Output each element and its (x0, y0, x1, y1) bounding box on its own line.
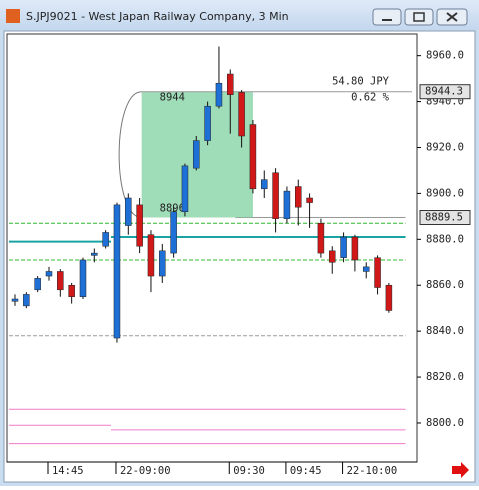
price-marker-label: 8889.5 (425, 212, 463, 224)
price-marker-box (419, 210, 471, 226)
maximize-icon (413, 12, 425, 22)
candle-body (374, 257, 381, 288)
app-icon (6, 9, 20, 23)
measure-arc (118, 91, 142, 219)
window-title: S.JPJ9021 - West Japan Railway Company, … (26, 10, 289, 23)
candle-body (227, 73, 234, 95)
candle-body (306, 197, 313, 203)
candle-body (340, 236, 347, 258)
candle-body (181, 165, 189, 213)
y-tick-label: 8960.0 (426, 50, 464, 62)
y-tick-label: 8920.0 (426, 141, 464, 153)
y-tick-label: 8800.0 (426, 417, 464, 429)
candle-body (317, 222, 325, 254)
candle-body (91, 252, 98, 256)
y-tick-label: 8880.0 (426, 233, 464, 245)
close-icon (446, 12, 458, 22)
candle-body (215, 82, 223, 107)
candle-body (68, 284, 75, 297)
candle-body (125, 197, 132, 226)
candle-body (249, 124, 257, 190)
y-tick-label: 8900.0 (426, 187, 464, 199)
candle-body (272, 172, 279, 219)
measure-bottom-label: 8896 (160, 203, 185, 215)
candle-body (147, 234, 155, 277)
measure-change: 54.80 JPY (332, 76, 390, 88)
measure-top-label: 8944 (160, 92, 185, 104)
candle-body (328, 250, 336, 263)
candle-body (295, 186, 302, 208)
candle-body (351, 236, 359, 261)
x-tick-label: 14:45 (52, 465, 84, 477)
candle-body (11, 298, 19, 302)
minimize-button[interactable] (372, 8, 402, 26)
candle-body (113, 204, 121, 339)
candle-body (136, 204, 143, 247)
y-tick-label: 8860.0 (426, 279, 464, 291)
candle-body (79, 259, 87, 297)
candle-body (385, 284, 393, 311)
candle-body (193, 140, 200, 169)
candle-body (362, 266, 370, 272)
candle-body (102, 232, 109, 247)
x-tick-label: 22-09:00 (120, 465, 171, 477)
scroll-arrow[interactable] (452, 462, 469, 478)
maximize-button[interactable] (404, 8, 434, 26)
x-tick-label: 22-10:00 (347, 465, 398, 477)
candle-body (261, 179, 268, 190)
y-tick-label: 8820.0 (426, 371, 464, 383)
price-marker-label: 8944.3 (425, 86, 463, 98)
candle-body (57, 271, 64, 291)
candle-body (238, 92, 245, 137)
candle-body (204, 105, 211, 141)
price-marker-box (419, 84, 471, 100)
x-tick-label: 09:30 (233, 465, 265, 477)
y-tick-label: 8840.0 (426, 325, 464, 337)
candle-body (45, 271, 53, 277)
candle-body (159, 250, 166, 277)
candle-body (283, 190, 291, 219)
x-tick-label: 09:45 (290, 465, 322, 477)
candle-body (34, 278, 41, 291)
candle-body (23, 294, 30, 307)
candle-body (170, 211, 177, 254)
measure-percent: 0.62 % (351, 92, 390, 104)
